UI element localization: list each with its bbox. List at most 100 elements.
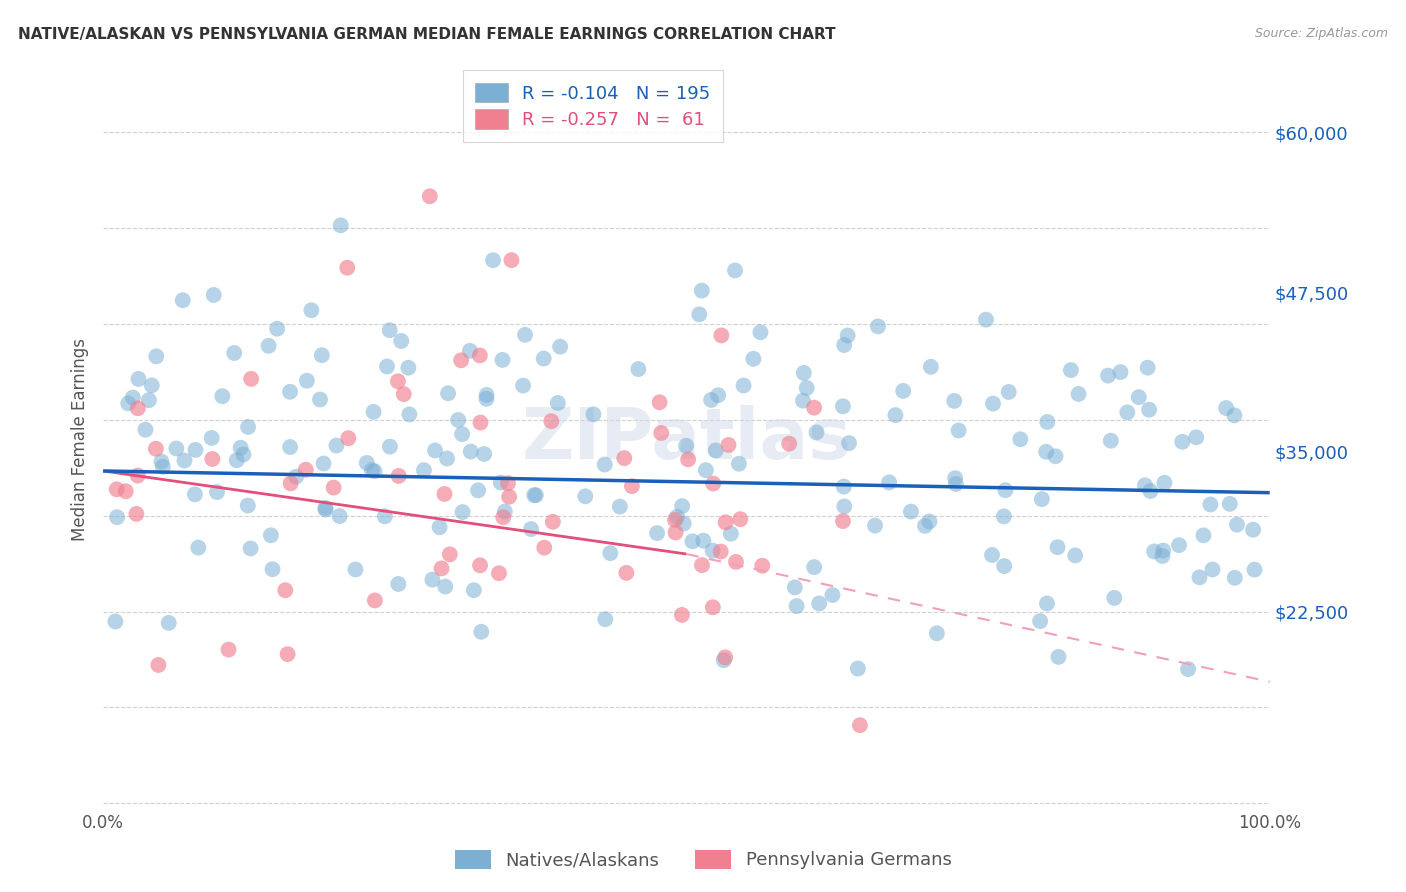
Point (724, 555, 747, 569)
Point (141, 378, 163, 392)
Point (900, 505, 922, 519)
Point (148, 657, 170, 672)
Point (202, 288, 225, 302)
Point (620, 479, 643, 493)
Point (1143, 544, 1166, 558)
Point (229, 441, 252, 455)
Point (1192, 528, 1215, 542)
Point (498, 490, 520, 504)
Point (266, 321, 288, 335)
Point (948, 424, 970, 438)
Point (322, 481, 344, 495)
Point (389, 334, 412, 348)
Point (468, 348, 491, 362)
Point (451, 505, 474, 519)
Point (599, 546, 621, 560)
Point (1168, 538, 1191, 552)
Point (468, 558, 491, 573)
Point (378, 440, 401, 454)
Point (1201, 562, 1223, 576)
Point (627, 362, 650, 376)
Point (127, 401, 149, 416)
Point (150, 454, 173, 468)
Point (387, 577, 409, 591)
Point (609, 500, 631, 514)
Point (778, 436, 800, 450)
Point (728, 457, 751, 471)
Point (981, 548, 1004, 562)
Point (1152, 549, 1174, 563)
Point (501, 253, 523, 268)
Point (125, 507, 148, 521)
Point (363, 464, 385, 478)
Point (1185, 430, 1208, 444)
Point (702, 600, 724, 615)
Point (614, 566, 637, 580)
Point (489, 475, 512, 490)
Point (280, 476, 302, 491)
Point (482, 253, 505, 268)
Point (447, 413, 470, 427)
Point (733, 378, 755, 392)
Point (803, 401, 825, 415)
Point (650, 425, 672, 440)
Point (730, 512, 752, 526)
Point (451, 427, 474, 442)
Point (690, 558, 713, 573)
Point (257, 339, 280, 353)
Point (360, 463, 382, 477)
Point (419, 189, 441, 203)
Point (710, 328, 733, 343)
Point (201, 452, 224, 467)
Point (329, 509, 352, 524)
Point (127, 468, 149, 483)
Point (138, 393, 160, 408)
Point (793, 366, 815, 380)
Point (672, 516, 695, 531)
Point (981, 396, 1004, 410)
Point (294, 463, 316, 477)
Point (792, 393, 814, 408)
Point (512, 378, 534, 392)
Point (1219, 497, 1241, 511)
Point (1116, 405, 1139, 419)
Point (121, 391, 143, 405)
Point (713, 653, 735, 667)
Point (309, 392, 332, 407)
Point (974, 312, 997, 326)
Point (496, 476, 519, 491)
Point (1137, 402, 1160, 417)
Point (702, 476, 724, 491)
Point (299, 303, 322, 318)
Text: NATIVE/ALASKAN VS PENNSYLVANIA GERMAN MEDIAN FEMALE EARNINGS CORRELATION CHART: NATIVE/ALASKAN VS PENNSYLVANIA GERMAN ME… (18, 27, 837, 42)
Point (671, 499, 693, 513)
Point (375, 359, 398, 374)
Point (540, 414, 562, 428)
Point (1010, 432, 1032, 446)
Point (458, 343, 481, 358)
Point (648, 395, 671, 409)
Point (470, 624, 492, 639)
Y-axis label: Median Female Earnings: Median Female Earnings (72, 337, 89, 541)
Point (724, 263, 747, 277)
Point (236, 420, 259, 434)
Point (1223, 409, 1246, 423)
Point (1029, 614, 1052, 628)
Point (460, 444, 482, 458)
Point (184, 487, 207, 501)
Point (463, 583, 485, 598)
Text: Source: ZipAtlas.com: Source: ZipAtlas.com (1254, 27, 1388, 40)
Point (524, 488, 547, 502)
Point (593, 458, 616, 472)
Point (1109, 365, 1132, 379)
Point (1097, 368, 1119, 383)
Point (914, 518, 936, 533)
Point (1226, 517, 1249, 532)
Legend: Natives/Alaskans, Pennsylvania Germans: Natives/Alaskans, Pennsylvania Germans (446, 841, 960, 879)
Point (260, 528, 283, 542)
Point (749, 325, 772, 339)
Point (325, 438, 347, 452)
Legend: R = -0.104   N = 195, R = -0.257   N =  61: R = -0.104 N = 195, R = -0.257 N = 61 (463, 70, 723, 142)
Point (593, 612, 616, 626)
Point (295, 374, 318, 388)
